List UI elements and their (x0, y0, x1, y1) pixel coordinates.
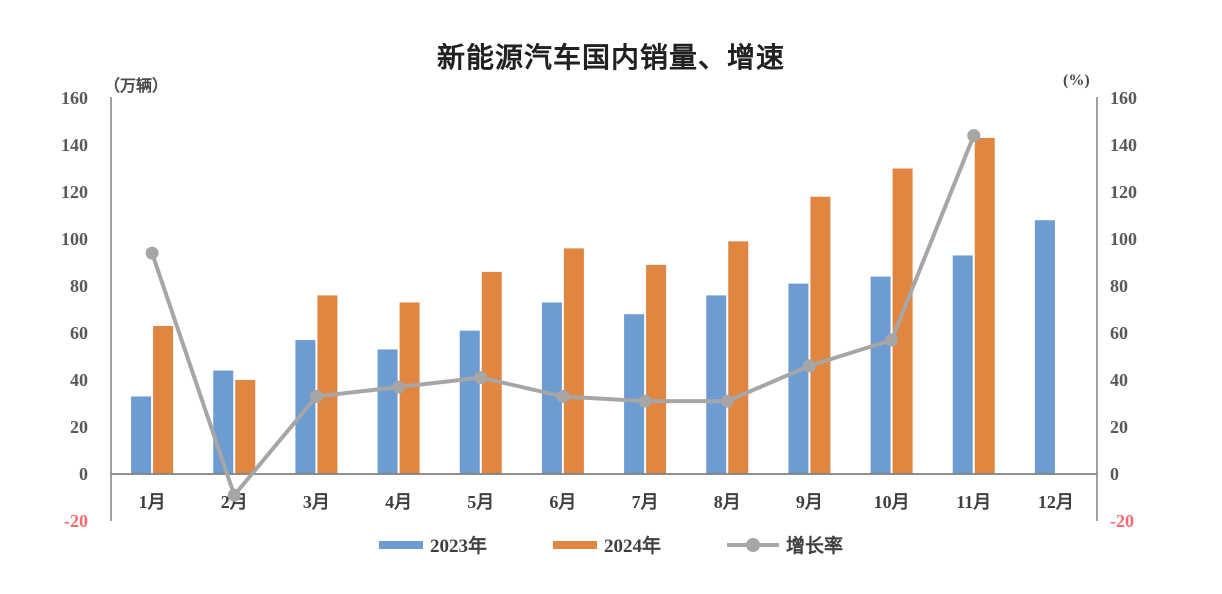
growth-rate-marker-6月 (556, 389, 570, 403)
y-tick-right-140: 140 (1110, 135, 1137, 155)
bar-2023年-12月 (1034, 220, 1055, 474)
y-tick-left-120: 120 (61, 182, 88, 202)
growth-rate-line (150, 133, 976, 498)
growth-rate-marker-11月 (967, 129, 981, 143)
x-axis-label-8月: 8月 (714, 492, 741, 512)
bar-2024年-4月 (399, 302, 420, 474)
growth-rate-marker-1月 (145, 246, 159, 260)
y-tick-left-0: 0 (79, 464, 88, 484)
y-tick-left-60: 60 (70, 323, 88, 343)
x-axis-label-11月: 11月 (956, 492, 991, 512)
bar-2024年-7月 (646, 264, 667, 474)
bar-2024年-11月 (974, 137, 995, 474)
x-axis-label-5月: 5月 (467, 492, 494, 512)
legend-item-growth-rate: 增长率 (727, 531, 843, 558)
x-axis-label-2月: 2月 (221, 492, 248, 512)
y-tick-left-80: 80 (70, 276, 88, 296)
y-tick-left-160: 160 (61, 88, 88, 108)
bar-2023年-6月 (541, 302, 562, 474)
x-axis-label-6月: 6月 (549, 492, 576, 512)
legend-label-2023: 2023年 (429, 536, 487, 557)
bar-2023年-11月 (952, 255, 973, 474)
bar-2024年-9月 (810, 196, 831, 474)
bar-2023年-7月 (624, 314, 645, 474)
growth-rate-marker-9月 (802, 359, 816, 373)
growth-rate-marker-10月 (885, 333, 899, 347)
growth-rate-marker-5月 (474, 371, 488, 385)
growth-rate-marker-7月 (638, 394, 652, 408)
bar-2023年-9月 (788, 283, 809, 474)
growth-rate-marker-2月 (227, 488, 241, 502)
y-tick-left-40: 40 (70, 370, 88, 390)
y-tick-right-100: 100 (1110, 229, 1137, 249)
legend-swatch-2024-icon (552, 540, 597, 549)
bar-2024年-10月 (892, 168, 913, 474)
x-axis-label-9月: 9月 (796, 492, 823, 512)
chart-title: 新能源汽车国内销量、增速 (436, 43, 785, 74)
y-tick-left-100: 100 (61, 229, 88, 249)
bar-2024年-6月 (563, 248, 584, 474)
y-tick-right-20: 20 (1110, 417, 1128, 437)
y-tick-right-60: 60 (1110, 323, 1128, 343)
bar-2023年-4月 (377, 349, 398, 474)
legend-swatch-2023-icon (378, 540, 423, 549)
legend-label-2024: 2024年 (603, 536, 661, 557)
y-tick-right-80: 80 (1110, 276, 1128, 296)
x-axis-label-12月: 12月 (1038, 492, 1074, 512)
legend-item-2023: 2023年 (378, 531, 487, 558)
y-tick-right-120: 120 (1110, 182, 1137, 202)
x-axis-label-4月: 4月 (385, 492, 412, 512)
x-axis-label-7月: 7月 (632, 492, 659, 512)
y-tick-left--20: -20 (64, 511, 88, 531)
growth-rate-marker-3月 (309, 389, 323, 403)
bar-2023年-10月 (870, 276, 891, 474)
bar-2023年-5月 (459, 330, 480, 474)
legend-item-2024: 2024年 (552, 531, 661, 558)
y-tick-left-140: 140 (61, 135, 88, 155)
bar-2024年-5月 (481, 271, 502, 474)
y-tick-right-40: 40 (1110, 370, 1128, 390)
left-axis-unit-label: （万辆） (104, 78, 169, 95)
bar-2024年-2月 (235, 380, 256, 474)
y-tick-left-20: 20 (70, 417, 88, 437)
chart-legend: 2023年 2024年 增长率 (0, 531, 1222, 558)
y-tick-right--20: -20 (1110, 511, 1134, 531)
legend-swatch-growth-line-icon (727, 537, 779, 552)
bar-2024年-3月 (317, 295, 338, 474)
bar-2023年-8月 (706, 295, 727, 474)
x-axis-label-10月: 10月 (874, 492, 910, 512)
growth-rate-marker-8月 (720, 394, 734, 408)
x-axis-label-3月: 3月 (303, 492, 330, 512)
legend-label-growth-rate: 增长率 (786, 536, 844, 557)
x-axis-label-1月: 1月 (139, 492, 166, 512)
y-tick-right-160: 160 (1110, 88, 1137, 108)
bar-2024年-8月 (728, 241, 749, 474)
bar-2023年-1月 (131, 396, 152, 474)
y-tick-right-0: 0 (1110, 464, 1119, 484)
bar-2024年-1月 (153, 325, 174, 474)
right-axis-unit-label: (%) (1063, 72, 1090, 89)
growth-rate-marker-4月 (392, 380, 406, 394)
legend-growth-marker-icon (746, 537, 760, 552)
